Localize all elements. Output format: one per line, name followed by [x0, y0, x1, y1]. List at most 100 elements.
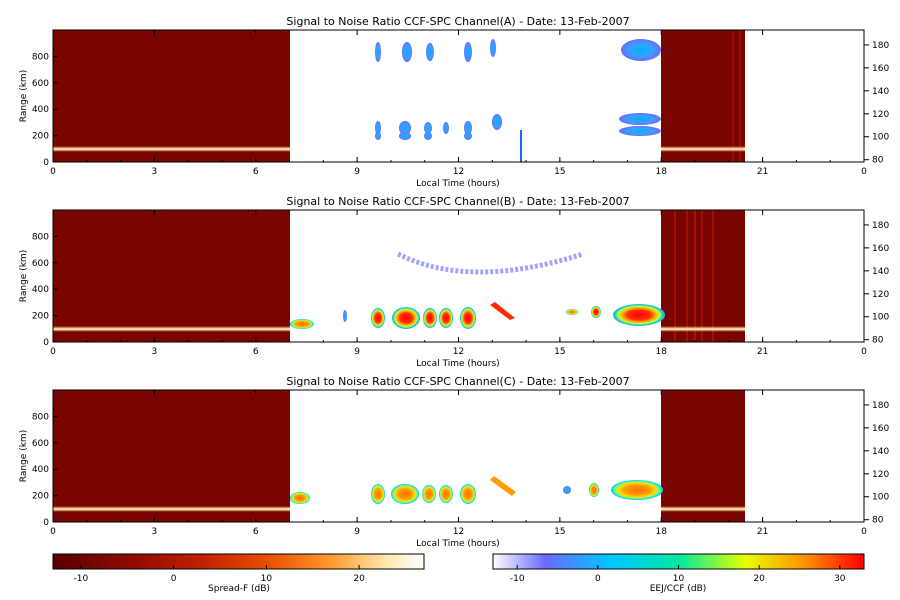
panel-a-x-tick-label: 15	[554, 167, 565, 177]
axis-ticks-layer: 0 3 6 9 12 15 18 21 0020040060080080100120140160…	[32, 30, 889, 584]
colorbar-tick-label: 10	[673, 574, 685, 584]
panel-c-y-tick-label: 200	[32, 492, 49, 502]
panel-b-x-tick-label: 21	[757, 347, 768, 357]
panel-a-y2-tick-label: 160	[872, 64, 889, 74]
panel-b-y2-tick-label: 120	[872, 290, 889, 300]
colorbar-spreadf-label: Spread-F (dB)	[208, 584, 270, 594]
panel-c-echoes	[290, 476, 663, 504]
colorbar-tick-label: 0	[595, 574, 601, 584]
colorbar-tick-label: -10	[73, 574, 88, 584]
panel-a-x-tick-label: 3	[152, 167, 158, 177]
panel-c-x-tick-label: 0	[50, 527, 56, 537]
panel-b-spreadf-night	[53, 210, 290, 342]
panel-c-x-tick-label: 9	[354, 527, 360, 537]
panel-c-y2-tick-label: 80	[872, 516, 884, 526]
colorbar-tick-label: 10	[261, 574, 273, 584]
panel-c-x-tick-label: 6	[253, 527, 259, 537]
panel-c-xlabel: Local Time (hours)	[416, 539, 499, 549]
panel-a-xlabel: Local Time (hours)	[416, 179, 499, 189]
colorbar-tick-label: -10	[510, 574, 525, 584]
panel-a-x-axis: Local Time (hours)	[416, 179, 499, 189]
panel-c-echo-100km	[53, 506, 290, 512]
panel-c-x-tick-label: 18	[656, 527, 668, 537]
panel-b-ylabel: Range (km)	[19, 250, 29, 302]
panel-c-spreadf-evening	[661, 390, 745, 522]
panel-a-y-tick-label: 800	[32, 52, 49, 62]
panel-a-spreadf-evening	[661, 30, 745, 162]
panel-a-x-tick-label: 6	[253, 167, 259, 177]
colorbar-eej-label: EEJ/CCF (dB)	[650, 584, 707, 594]
panel-b-x-tick-label: 6	[253, 347, 259, 357]
panel-b-plot	[52, 209, 865, 343]
panel-b-echoes	[290, 302, 665, 329]
panel-a-echo-100km	[53, 146, 290, 152]
panel-a: Signal to Noise Ratio CCF-SPC Channel(A)…	[19, 15, 865, 189]
colorbar-tick-label: 0	[171, 574, 177, 584]
panel-c-x-tick-label: 15	[554, 527, 565, 537]
panel-c-y2-tick-label: 100	[872, 493, 889, 503]
panel-b-y-tick-label: 400	[32, 285, 49, 295]
panel-c-x-axis: Local Time (hours)	[416, 539, 499, 549]
panel-b: Signal to Noise Ratio CCF-SPC Channel(B)…	[19, 195, 865, 369]
panel-b-x-tick-label: 18	[656, 347, 668, 357]
panel-c-x-tick-label: 21	[757, 527, 768, 537]
panel-c-plot	[52, 389, 865, 523]
panel-b-title: Signal to Noise Ratio CCF-SPC Channel(B)…	[286, 195, 629, 208]
panel-a-y2-tick-label: 180	[872, 41, 889, 51]
panel-c-y-tick-label: 400	[32, 465, 49, 475]
panel-b-x-tick-label: 0	[50, 347, 56, 357]
panel-c-spreadf-night	[53, 390, 290, 522]
panel-b-echo-100km	[53, 326, 290, 332]
panel-a-y2-tick-label: 140	[872, 87, 889, 97]
panel-a-y2-tick-label: 100	[872, 133, 889, 143]
panel-a-x-tick-label: 9	[354, 167, 360, 177]
panel-c-x-tick-label: 0	[861, 527, 867, 537]
panel-a-x-tick-label: 12	[453, 167, 464, 177]
panel-a-y-tick-label: 0	[43, 158, 49, 168]
panel-c: Signal to Noise Ratio CCF-SPC Channel(C)…	[19, 375, 865, 549]
panel-a-x-tick-label: 0	[861, 167, 867, 177]
panel-b-arc-echo	[396, 251, 584, 275]
panel-b-y2-tick-label: 160	[872, 244, 889, 254]
panel-c-y2-tick-label: 120	[872, 470, 889, 480]
panel-b-x-tick-label: 3	[152, 347, 158, 357]
colorbar-tick-label: 30	[834, 574, 846, 584]
panel-a-y-tick-label: 200	[32, 132, 49, 142]
panel-b-x-tick-label: 0	[861, 347, 867, 357]
panel-c-y-tick-label: 0	[43, 518, 49, 528]
colorbar-tick-label: 20	[353, 574, 365, 584]
panel-b-y2-tick-label: 140	[872, 267, 889, 277]
panel-a-y2-tick-label: 80	[872, 156, 884, 166]
panel-b-y2-tick-label: 80	[872, 336, 884, 346]
panel-b-x-tick-label: 15	[554, 347, 565, 357]
panel-a-ylabel: Range (km)	[19, 70, 29, 122]
panel-c-y-tick-label: 800	[32, 412, 49, 422]
panel-c-y2-tick-label: 140	[872, 447, 889, 457]
panel-b-xlabel: Local Time (hours)	[416, 359, 499, 369]
panel-c-ylabel: Range (km)	[19, 430, 29, 482]
panel-c-x-tick-label: 3	[152, 527, 158, 537]
panel-b-y-tick-label: 600	[32, 259, 49, 269]
colorbar-spreadf: Spread-F (dB)	[52, 553, 425, 594]
panel-a-y2-tick-label: 120	[872, 110, 889, 120]
panel-b-x-tick-label: 9	[354, 347, 360, 357]
panel-c-x-tick-label: 12	[453, 527, 464, 537]
panel-a-title: Signal to Noise Ratio CCF-SPC Channel(A)…	[286, 15, 629, 28]
panel-b-y-tick-label: 0	[43, 338, 49, 348]
panel-a-echoes	[375, 39, 661, 140]
panel-a-spreadf-night	[53, 30, 290, 162]
panel-c-y2-tick-label: 160	[872, 424, 889, 434]
panel-b-y2-tick-label: 100	[872, 313, 889, 323]
panel-c-y-tick-label: 600	[32, 439, 49, 449]
panel-b-y2-tick-label: 180	[872, 221, 889, 231]
panel-b-x-tick-label: 12	[453, 347, 464, 357]
panel-b-y-tick-label: 200	[32, 312, 49, 322]
panel-a-x-tick-label: 21	[757, 167, 768, 177]
panel-a-y-tick-label: 400	[32, 105, 49, 115]
panel-c-y2-tick-label: 180	[872, 401, 889, 411]
panel-c-title: Signal to Noise Ratio CCF-SPC Channel(C)…	[286, 375, 629, 388]
panel-a-y-tick-label: 600	[32, 79, 49, 89]
panel-a-x-tick-label: 18	[656, 167, 668, 177]
panel-b-x-axis: Local Time (hours)	[416, 359, 499, 369]
